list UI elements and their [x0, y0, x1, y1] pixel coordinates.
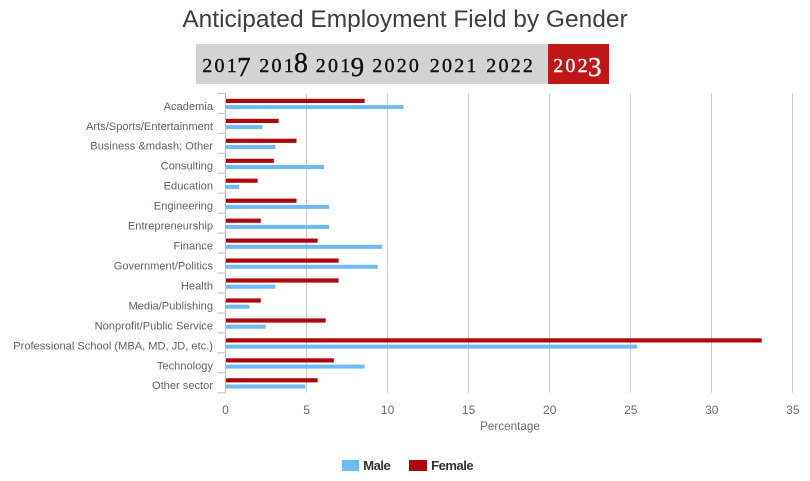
- svg-text:30: 30: [705, 403, 719, 417]
- svg-text:15: 15: [462, 403, 476, 417]
- svg-text:Engineering: Engineering: [154, 201, 213, 213]
- svg-text:0: 0: [222, 403, 229, 417]
- svg-text:10: 10: [381, 403, 395, 417]
- svg-text:20: 20: [543, 403, 557, 417]
- svg-text:Arts/Sports/Entertainment: Arts/Sports/Entertainment: [86, 121, 213, 133]
- svg-text:Government/Politics: Government/Politics: [114, 261, 214, 273]
- svg-text:Health: Health: [181, 280, 213, 292]
- svg-text:35: 35: [786, 403, 800, 417]
- svg-text:Other sector: Other sector: [152, 380, 213, 392]
- svg-text:Business &mdash; Other: Business &mdash; Other: [90, 141, 213, 153]
- svg-text:Finance: Finance: [174, 241, 213, 253]
- svg-text:5: 5: [303, 403, 310, 417]
- svg-text:Technology: Technology: [157, 360, 214, 372]
- svg-text:Professional School (MBA, MD,: Professional School (MBA, MD, JD, etc.): [13, 340, 213, 352]
- svg-text:Entrepreneurship: Entrepreneurship: [128, 221, 213, 233]
- svg-text:Percentage: Percentage: [480, 420, 540, 433]
- svg-text:25: 25: [624, 403, 638, 417]
- svg-text:Academia: Academia: [164, 101, 214, 113]
- svg-text:Nonprofit/Public Service: Nonprofit/Public Service: [95, 320, 213, 332]
- svg-text:Consulting: Consulting: [161, 161, 213, 173]
- svg-text:Education: Education: [164, 181, 213, 193]
- svg-text:Media/Publishing: Media/Publishing: [129, 300, 214, 312]
